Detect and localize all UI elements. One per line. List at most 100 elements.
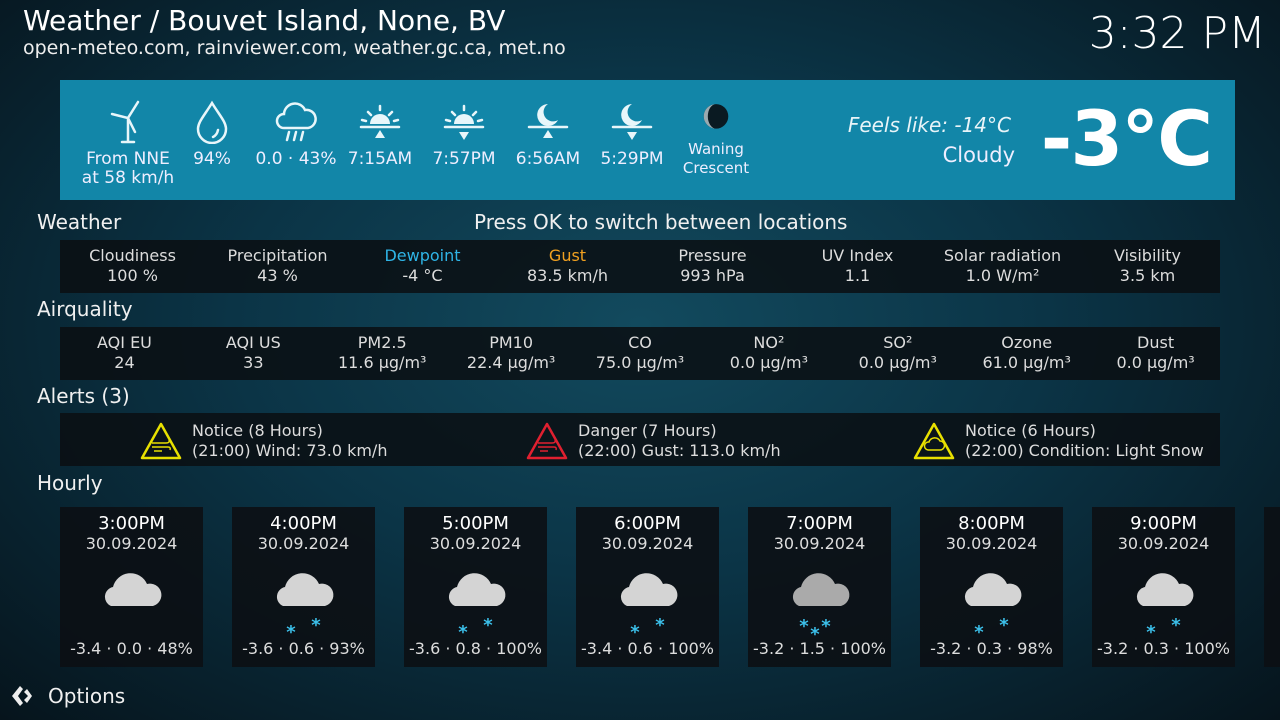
hourly-date: 30.09.2024 bbox=[601, 534, 694, 553]
stat-label: Pressure bbox=[678, 246, 747, 265]
weather-stat: Pressure 993 hPa bbox=[640, 240, 785, 293]
weather-stat: UV Index 1.1 bbox=[785, 240, 930, 293]
hourly-card[interactable]: 3:00PM 30.09.2024 -3.4 · 0.0 · 48% bbox=[60, 507, 203, 667]
hourly-card[interactable]: 4:00PM 30.09.2024 * * -3.6 · 0.6 · 93% bbox=[232, 507, 375, 667]
wind-warning-icon bbox=[526, 422, 568, 460]
stat-value: 61.0 µg/m³ bbox=[982, 353, 1071, 372]
current-stat-4: 7:57PM bbox=[419, 100, 509, 169]
condition: Cloudy bbox=[942, 143, 1015, 167]
stat-value: 1.0 W/m² bbox=[965, 266, 1040, 285]
airquality-stat: AQI US 33 bbox=[189, 327, 318, 380]
airquality-stat: PM10 22.4 µg/m³ bbox=[447, 327, 576, 380]
options-icon bbox=[12, 686, 32, 706]
hourly-card[interactable]: 6:00PM 30.09.2024 * * -3.4 · 0.6 · 100% bbox=[576, 507, 719, 667]
weather-stats-row: Cloudiness 100 % Precipitation 43 % Dewpoint… bbox=[60, 240, 1220, 293]
alert-text: (22:00) Gust: 113.0 km/h bbox=[578, 441, 781, 460]
stat-value: 0.0 µg/m³ bbox=[1116, 353, 1195, 372]
alert-item[interactable]: Notice (8 Hours) (21:00) Wind: 73.0 km/h bbox=[140, 421, 387, 461]
weather-stat: Gust 83.5 km/h bbox=[495, 240, 640, 293]
current-stat-0: From NNE at 58 km/h bbox=[73, 100, 183, 188]
hourly-values: -3.4 · 0.6 · 100% bbox=[581, 639, 714, 658]
alert-level: Notice (6 Hours) bbox=[965, 421, 1096, 440]
alert-level: Danger (7 Hours) bbox=[578, 421, 717, 440]
weather-stat: Solar radiation 1.0 W/m² bbox=[930, 240, 1075, 293]
svg-text:*: * bbox=[458, 622, 468, 642]
stat-label: Visibility bbox=[1113, 246, 1182, 265]
stat-value: -4 °C bbox=[402, 266, 443, 285]
stat-label: Cloudiness bbox=[89, 246, 176, 265]
alerts-row[interactable]: Notice (8 Hours) (21:00) Wind: 73.0 km/h D… bbox=[60, 413, 1220, 466]
stat-label: AQI US bbox=[225, 333, 281, 352]
hourly-date: 30.09.2024 bbox=[773, 534, 866, 553]
svg-text:*: * bbox=[311, 615, 321, 636]
cloud-icon bbox=[104, 573, 161, 606]
hourly-values: -3.2 · 1.5 · 100% bbox=[753, 639, 886, 658]
stat-value: 0.0 µg/m³ bbox=[858, 353, 937, 372]
airquality-stat: CO 75.0 µg/m³ bbox=[576, 327, 705, 380]
hourly-card-partial[interactable] bbox=[1264, 507, 1280, 667]
current-stat-6: 5:29PM bbox=[587, 100, 677, 169]
hourly-time: 9:00PM bbox=[1130, 513, 1197, 534]
options-label: Options bbox=[48, 684, 126, 708]
hourly-card[interactable]: 5:00PM 30.09.2024 * * -3.6 · 0.8 · 100% bbox=[404, 507, 547, 667]
svg-text:*: * bbox=[810, 624, 820, 642]
moon-phase-icon bbox=[671, 100, 761, 136]
stat-label: PM10 bbox=[489, 333, 534, 352]
stat-value: 0.0 µg/m³ bbox=[729, 353, 809, 372]
hourly-card[interactable]: 9:00PM 30.09.2024 * * -3.2 · 0.3 · 100% bbox=[1092, 507, 1235, 667]
options-button[interactable]: Options bbox=[10, 684, 125, 708]
stat-label: Solar radiation bbox=[943, 246, 1062, 265]
stat-label: CO bbox=[628, 333, 652, 352]
stat-value: 75.0 µg/m³ bbox=[595, 353, 685, 372]
snow-warning-icon bbox=[913, 422, 955, 460]
weather-stat: Visibility 3.5 km bbox=[1075, 240, 1220, 293]
hourly-time: 7:00PM bbox=[786, 513, 853, 534]
hourly-date: 30.09.2024 bbox=[85, 534, 178, 553]
hourly-date: 30.09.2024 bbox=[1117, 534, 1210, 553]
stat-label: NO² bbox=[753, 333, 785, 352]
current-stat-5: 6:56AM bbox=[503, 100, 593, 169]
hourly-values: -3.6 · 0.6 · 93% bbox=[242, 639, 365, 658]
stat-line1: 7:15AM bbox=[347, 149, 413, 169]
stat-value: 22.4 µg/m³ bbox=[466, 353, 556, 372]
hourly-date: 30.09.2024 bbox=[257, 534, 350, 553]
stat-label: PM2.5 bbox=[357, 333, 407, 352]
page-title: Weather / Bouvet Island, None, BV bbox=[23, 4, 506, 37]
stat-line1: From NNE bbox=[86, 149, 170, 169]
svg-text:*: * bbox=[974, 622, 984, 642]
current-temperature: -3°C bbox=[1040, 94, 1213, 183]
stat-label: Gust bbox=[548, 246, 587, 265]
stat-value: 33 bbox=[243, 353, 264, 372]
hourly-time: 4:00PM bbox=[270, 513, 337, 534]
airquality-stat: Dust 0.0 µg/m³ bbox=[1091, 327, 1220, 380]
humidity-drop-icon bbox=[167, 100, 257, 144]
stat-value: 11.6 µg/m³ bbox=[338, 353, 427, 372]
svg-text:*: * bbox=[1146, 622, 1156, 642]
stat-label: UV Index bbox=[821, 246, 894, 265]
airquality-stat: NO² 0.0 µg/m³ bbox=[704, 327, 833, 380]
cloud-snow-icon: * * bbox=[620, 573, 677, 642]
wind-turbine-icon bbox=[73, 100, 183, 144]
stat-line2: Crescent bbox=[682, 159, 750, 177]
stat-label: Dewpoint bbox=[384, 246, 461, 265]
hourly-values: -3.6 · 0.8 · 100% bbox=[409, 639, 542, 658]
airquality-stat: PM2.5 11.6 µg/m³ bbox=[318, 327, 447, 380]
hourly-date: 30.09.2024 bbox=[429, 534, 522, 553]
current-stat-3: 7:15AM bbox=[335, 100, 425, 169]
alert-level: Notice (8 Hours) bbox=[192, 421, 323, 440]
stat-line1: 94% bbox=[193, 149, 231, 169]
alert-item[interactable]: Notice (6 Hours) (22:00) Condition: Light… bbox=[913, 421, 1204, 461]
rain-cloud-icon bbox=[251, 100, 341, 144]
svg-text:*: * bbox=[821, 616, 831, 637]
cloud-heavy-snow-icon: * * * bbox=[792, 573, 849, 642]
stat-label: SO² bbox=[883, 333, 913, 352]
airquality-stat: Ozone 61.0 µg/m³ bbox=[962, 327, 1091, 380]
svg-text:*: * bbox=[483, 615, 493, 636]
stat-value: 24 bbox=[114, 353, 135, 372]
weather-stat: Cloudiness 100 % bbox=[60, 240, 205, 293]
moonset-icon bbox=[587, 100, 677, 144]
hourly-card[interactable]: 7:00PM 30.09.2024 * * * -3.2 · 1.5 · 100% bbox=[748, 507, 891, 667]
hourly-card[interactable]: 8:00PM 30.09.2024 * * -3.2 · 0.3 · 98% bbox=[920, 507, 1063, 667]
alert-item[interactable]: Danger (7 Hours) (22:00) Gust: 113.0 km/h bbox=[526, 421, 781, 461]
svg-text:*: * bbox=[655, 615, 665, 636]
